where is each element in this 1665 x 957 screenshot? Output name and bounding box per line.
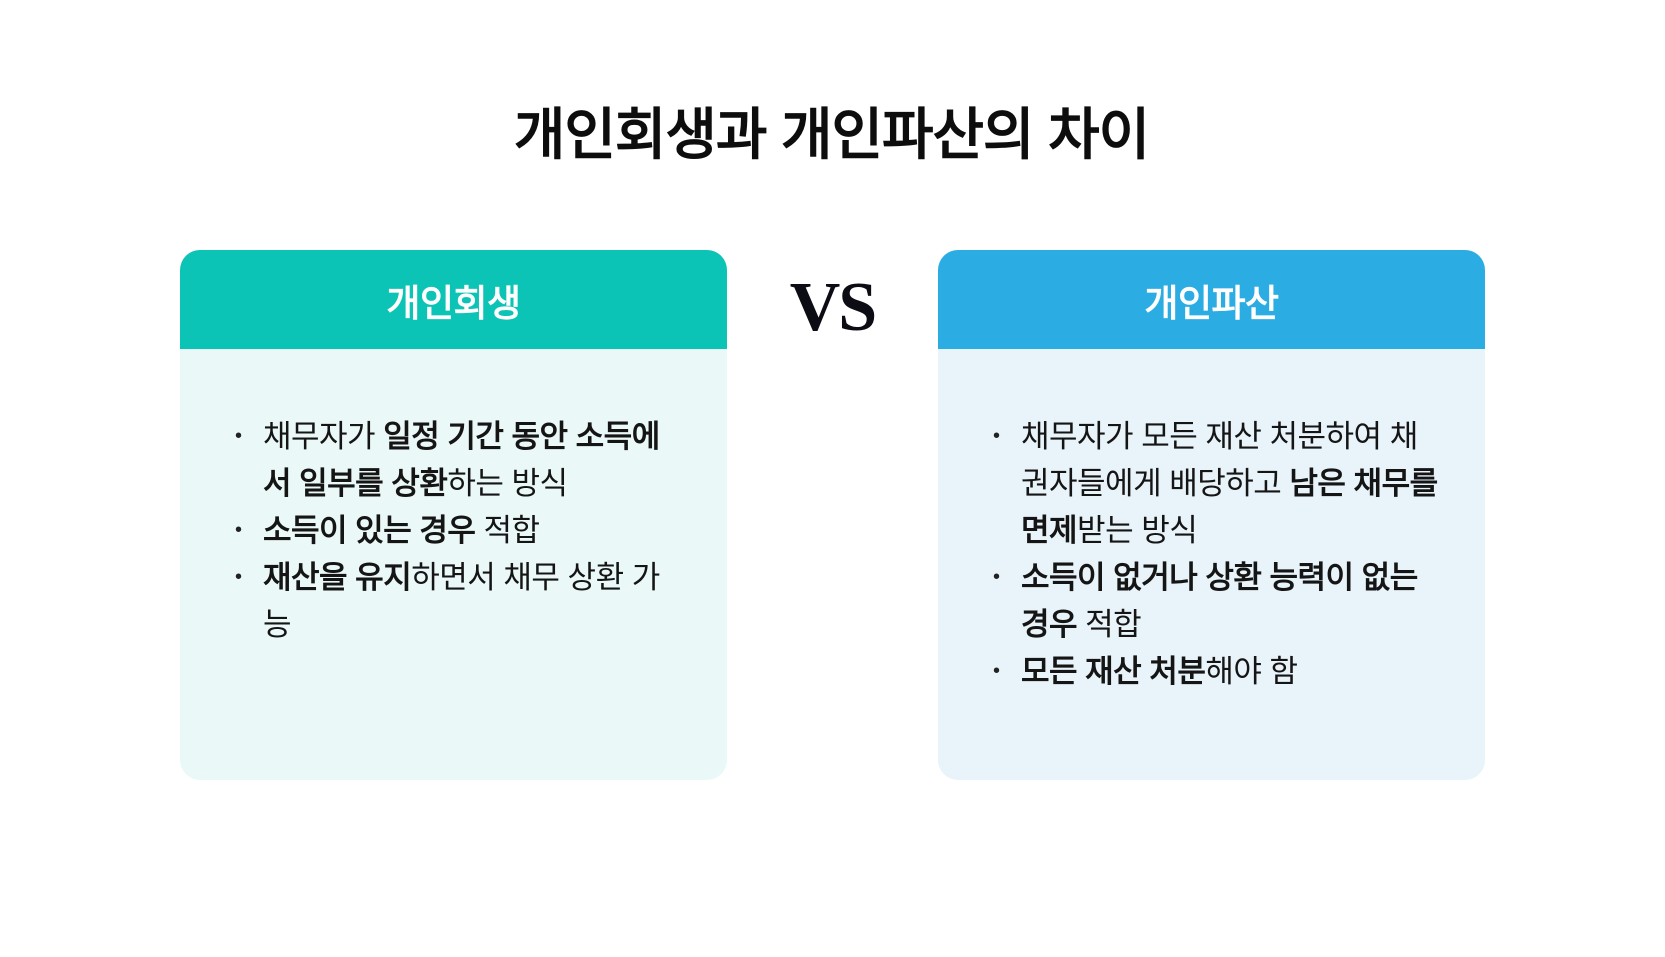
list-item: • 채무자가 일정 기간 동안 소득에서 일부를 상환하는 방식: [232, 413, 685, 507]
bullet-dot-icon: •: [993, 660, 1000, 682]
text-segment: 소득이 없거나 상환 능력이 없는 경우: [1021, 560, 1418, 642]
text-segment: 해야 함: [1205, 654, 1298, 689]
text-segment: 받는 방식: [1077, 513, 1198, 548]
text-segment: 하면서 채무 상환 가능: [263, 560, 660, 642]
vs-label: VS: [789, 269, 877, 346]
list-item: • 재산을 유지하면서 채무 상환 가능: [232, 554, 685, 648]
list-item: • 소득이 있는 경우 적합: [232, 507, 685, 554]
bullet-list: • 채무자가 일정 기간 동안 소득에서 일부를 상환하는 방식 • 소득이 있는 경…: [232, 413, 685, 648]
text-segment: 채무자가: [263, 419, 384, 454]
card-rehabilitation-body: • 채무자가 일정 기간 동안 소득에서 일부를 상환하는 방식 • 소득이 있는 경…: [180, 349, 727, 780]
text-segment: 모든 재산 처분: [1021, 654, 1206, 689]
text-segment: 하는 방식: [447, 466, 568, 501]
text-segment: 재산을 유지: [263, 560, 412, 595]
text-segment: 채무자가 모든 재산 처분하여 채권자들에게 배당하고: [1021, 419, 1418, 501]
card-bankruptcy-header: 개인파산: [938, 250, 1485, 349]
card-rehabilitation: 개인회생 • 채무자가 일정 기간 동안 소득에서 일부를 상환하는 방식 • 소득이…: [180, 250, 727, 780]
card-bankruptcy-body: • 채무자가 모든 재산 처분하여 채권자들에게 배당하고 남은 채무를 면제받는…: [938, 349, 1485, 780]
bullet-dot-icon: •: [993, 566, 1000, 588]
text-segment: 소득이 있는 경우: [263, 513, 476, 548]
text-segment: 일정 기간 동안 소득에서 일부를 상환: [263, 419, 660, 501]
text-segment: 적합: [1077, 607, 1142, 642]
list-item: • 채무자가 모든 재산 처분하여 채권자들에게 배당하고 남은 채무를 면제받는…: [990, 413, 1443, 554]
bullet-dot-icon: •: [235, 519, 242, 541]
page-title: 개인회생과 개인파산의 차이: [513, 103, 1150, 166]
list-item: • 모든 재산 처분해야 함: [990, 648, 1443, 695]
bullet-dot-icon: •: [235, 425, 242, 447]
card-bankruptcy: 개인파산 • 채무자가 모든 재산 처분하여 채권자들에게 배당하고 남은 채무를…: [938, 250, 1485, 780]
text-segment: 적합: [475, 513, 540, 548]
text-segment: 남은 채무를 면제: [1021, 466, 1438, 548]
bullet-dot-icon: •: [993, 425, 1000, 447]
bullet-dot-icon: •: [235, 566, 242, 588]
card-rehabilitation-header: 개인회생: [180, 250, 727, 349]
bullet-list: • 채무자가 모든 재산 처분하여 채권자들에게 배당하고 남은 채무를 면제받는…: [990, 413, 1443, 695]
list-item: • 소득이 없거나 상환 능력이 없는 경우 적합: [990, 554, 1443, 648]
